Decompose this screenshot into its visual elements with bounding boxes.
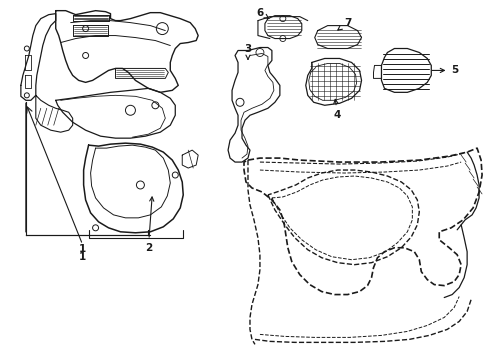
Text: 2: 2 — [144, 197, 154, 253]
Text: 1: 1 — [79, 252, 86, 262]
Text: 6: 6 — [256, 8, 268, 19]
Text: 7: 7 — [337, 18, 350, 30]
Text: 3: 3 — [244, 44, 251, 59]
Text: 1: 1 — [79, 244, 86, 254]
Text: 5: 5 — [431, 66, 458, 76]
Text: 4: 4 — [333, 99, 341, 120]
